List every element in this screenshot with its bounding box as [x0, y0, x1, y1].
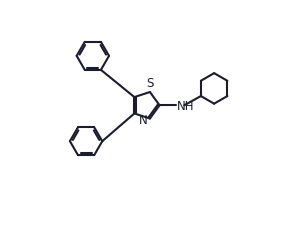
Text: S: S	[146, 77, 154, 90]
Text: NH: NH	[177, 99, 194, 112]
Text: N: N	[138, 114, 147, 127]
